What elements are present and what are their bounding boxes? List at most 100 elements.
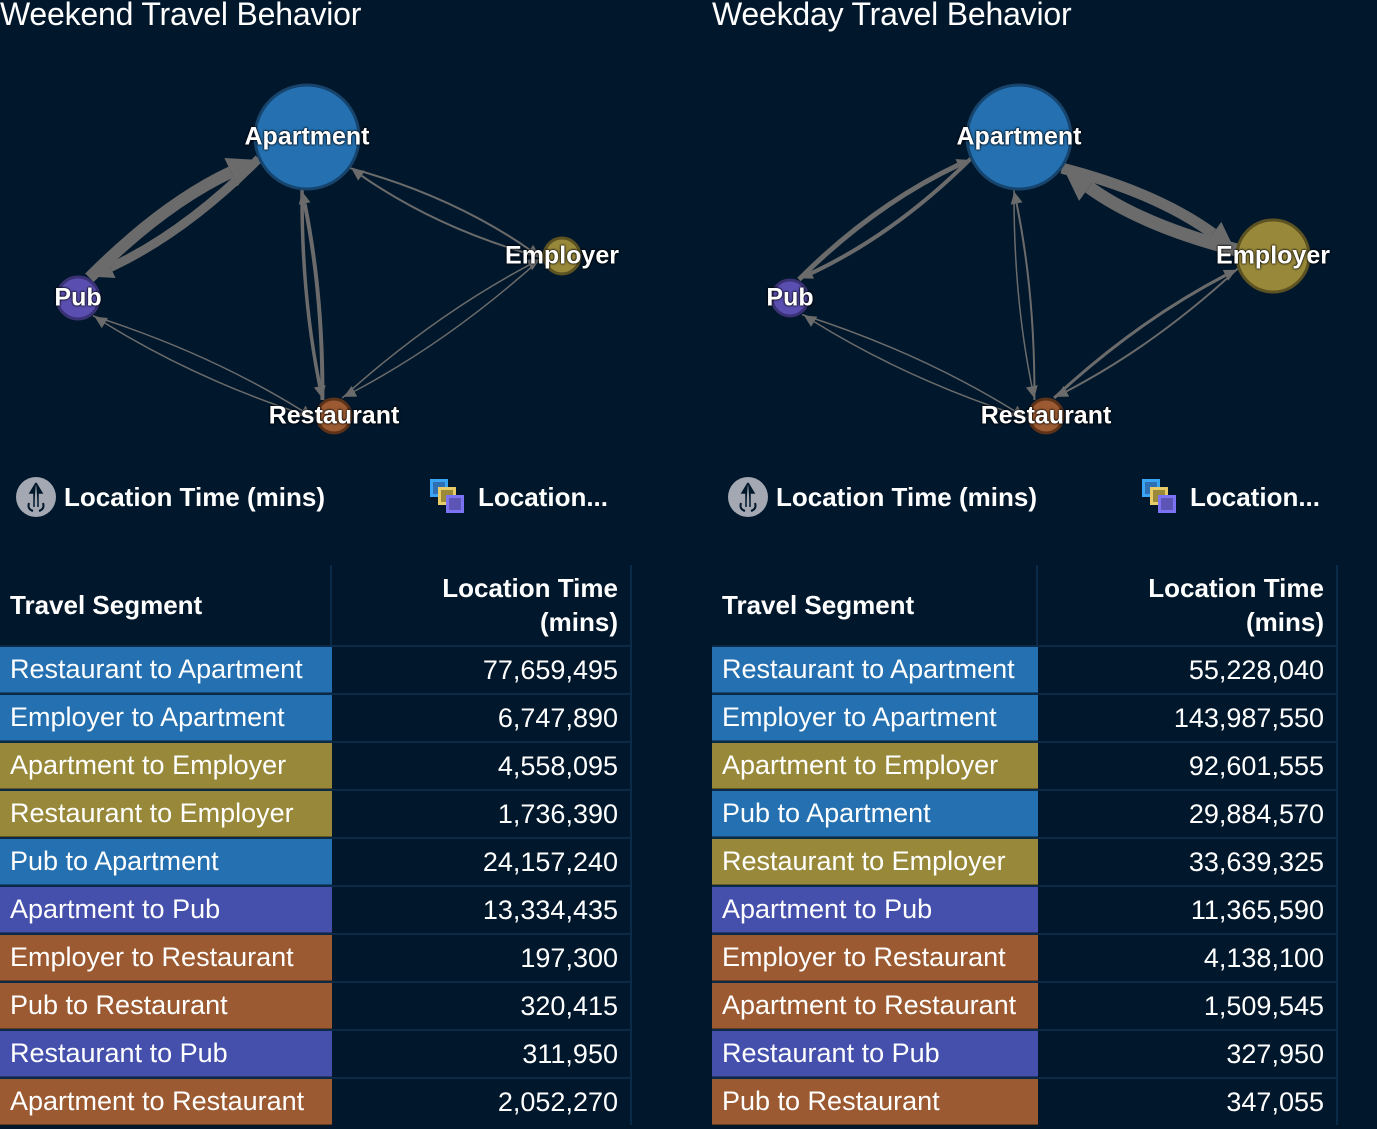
table-row[interactable]: Pub to Restaurant 347,055 bbox=[712, 1077, 1338, 1125]
size-legend-icon bbox=[16, 477, 56, 517]
arrowhead-icon bbox=[803, 315, 818, 327]
header-location-time[interactable]: Location Time (mins) bbox=[332, 565, 632, 645]
table-row[interactable]: Pub to Apartment 29,884,570 bbox=[712, 789, 1338, 837]
graph-canvas bbox=[55, 83, 582, 435]
node-label-employer: Employer bbox=[505, 241, 619, 270]
edge-pub-to-apartment[interactable] bbox=[85, 166, 234, 282]
arrowhead-icon bbox=[298, 191, 311, 205]
edge-apartment-to-restaurant[interactable] bbox=[1013, 189, 1033, 387]
table-row[interactable]: Employer to Apartment 143,987,550 bbox=[712, 693, 1338, 741]
node-employer[interactable] bbox=[1235, 218, 1311, 294]
node-apartment[interactable] bbox=[253, 83, 361, 191]
travel-segment-cell: Employer to Apartment bbox=[0, 695, 332, 741]
table-row[interactable]: Restaurant to Apartment 77,659,495 bbox=[0, 645, 632, 693]
node-apartment[interactable] bbox=[965, 83, 1073, 191]
node-label-apartment: Apartment bbox=[956, 122, 1082, 151]
node-employer[interactable] bbox=[542, 236, 582, 276]
edge-pub-to-restaurant[interactable] bbox=[92, 315, 303, 412]
edge-apartment-to-pub[interactable] bbox=[810, 157, 973, 275]
table-header: Travel Segment Location Time (mins) bbox=[712, 565, 1338, 645]
edge-restaurant-to-employer[interactable] bbox=[1053, 273, 1227, 400]
table-row[interactable]: Restaurant to Pub 327,950 bbox=[712, 1029, 1338, 1077]
node-pub[interactable] bbox=[55, 275, 101, 321]
table-row[interactable]: Apartment to Restaurant 2,052,270 bbox=[0, 1077, 632, 1125]
table-row[interactable]: Employer to Restaurant 4,138,100 bbox=[712, 933, 1338, 981]
edge-employer-to-apartment[interactable] bbox=[360, 174, 542, 259]
arrowhead-icon bbox=[224, 157, 258, 187]
table-row[interactable]: Restaurant to Employer 33,639,325 bbox=[712, 837, 1338, 885]
weekend-title: Weekend Travel Behavior bbox=[0, 0, 362, 32]
table-row[interactable]: Apartment to Pub 13,334,435 bbox=[0, 885, 632, 933]
table-row[interactable]: Employer to Apartment 6,747,890 bbox=[0, 693, 632, 741]
edge-employer-to-apartment[interactable] bbox=[1085, 181, 1238, 257]
location-time-cell: 77,659,495 bbox=[332, 647, 632, 693]
color-legend[interactable]: Location... bbox=[1142, 475, 1320, 519]
weekday-network-graph[interactable]: Apartment Pub Employer Restaurant bbox=[712, 40, 1377, 460]
size-legend-icon bbox=[728, 477, 768, 517]
weekend-network-graph[interactable]: Apartment Pub Employer Restaurant bbox=[0, 40, 700, 460]
header-travel-segment[interactable]: Travel Segment bbox=[0, 565, 332, 645]
node-restaurant[interactable] bbox=[1027, 397, 1065, 435]
edge-restaurant-to-apartment[interactable] bbox=[1015, 203, 1036, 401]
edge-pub-to-restaurant[interactable] bbox=[801, 313, 1015, 412]
location-time-cell: 347,055 bbox=[1038, 1079, 1338, 1125]
header-travel-segment[interactable]: Travel Segment bbox=[712, 565, 1038, 645]
travel-segment-cell: Restaurant to Apartment bbox=[712, 647, 1038, 693]
arrowhead-icon bbox=[1063, 168, 1099, 201]
travel-segment-cell: Apartment to Restaurant bbox=[712, 983, 1038, 1029]
travel-segment-cell: Apartment to Restaurant bbox=[0, 1079, 332, 1125]
arrowhead-icon bbox=[1025, 385, 1038, 399]
travel-segment-cell: Restaurant to Pub bbox=[0, 1031, 332, 1077]
table-row[interactable]: Employer to Restaurant 197,300 bbox=[0, 933, 632, 981]
node-label-apartment: Apartment bbox=[244, 122, 370, 151]
edge-pub-to-apartment[interactable] bbox=[797, 162, 960, 282]
location-time-cell: 2,052,270 bbox=[332, 1079, 632, 1125]
header-location-time[interactable]: Location Time (mins) bbox=[1038, 565, 1338, 645]
travel-segment-cell: Restaurant to Pub bbox=[712, 1031, 1038, 1077]
table-row[interactable]: Pub to Apartment 24,157,240 bbox=[0, 837, 632, 885]
table-row[interactable]: Pub to Restaurant 320,415 bbox=[0, 981, 632, 1029]
location-time-cell: 55,228,040 bbox=[1038, 647, 1338, 693]
edge-employer-to-restaurant[interactable] bbox=[354, 257, 543, 392]
size-legend[interactable]: Location Time (mins) bbox=[16, 475, 325, 519]
node-label-pub: Pub bbox=[54, 283, 102, 312]
location-time-cell: 143,987,550 bbox=[1038, 695, 1338, 741]
edge-restaurant-to-pub[interactable] bbox=[813, 321, 1027, 419]
weekend-table: Travel Segment Location Time (mins) Restau… bbox=[0, 565, 632, 1125]
size-legend-label: Location Time (mins) bbox=[776, 481, 1037, 512]
node-pub[interactable] bbox=[770, 278, 810, 318]
table-row[interactable]: Restaurant to Employer 1,736,390 bbox=[0, 789, 632, 837]
arrowhead-icon bbox=[1222, 269, 1237, 281]
location-time-cell: 13,334,435 bbox=[332, 887, 632, 933]
edge-apartment-to-restaurant[interactable] bbox=[300, 189, 322, 387]
location-time-cell: 4,138,100 bbox=[1038, 935, 1338, 981]
color-legend-label: Location... bbox=[478, 481, 608, 512]
arrowhead-icon bbox=[94, 316, 109, 329]
node-restaurant[interactable] bbox=[315, 397, 353, 435]
edge-employer-to-restaurant[interactable] bbox=[1065, 267, 1239, 393]
table-row[interactable]: Restaurant to Apartment 55,228,040 bbox=[712, 645, 1338, 693]
travel-segment-cell: Restaurant to Employer bbox=[712, 839, 1038, 885]
node-label-pub: Pub bbox=[766, 283, 814, 312]
size-legend[interactable]: Location Time (mins) bbox=[728, 475, 1037, 519]
edge-apartment-to-employer[interactable] bbox=[349, 167, 531, 251]
color-legend-icon bbox=[1142, 477, 1182, 517]
travel-segment-cell: Restaurant to Apartment bbox=[0, 647, 332, 693]
weekday-table: Travel Segment Location Time (mins) Restau… bbox=[712, 565, 1338, 1125]
travel-segment-cell: Pub to Restaurant bbox=[712, 1079, 1038, 1125]
edge-restaurant-to-pub[interactable] bbox=[104, 322, 315, 419]
edge-restaurant-to-employer[interactable] bbox=[341, 264, 530, 399]
location-time-cell: 4,558,095 bbox=[332, 743, 632, 789]
table-row[interactable]: Restaurant to Pub 311,950 bbox=[0, 1029, 632, 1077]
arrowhead-icon bbox=[1010, 191, 1023, 205]
location-time-cell: 311,950 bbox=[332, 1031, 632, 1077]
edge-restaurant-to-apartment[interactable] bbox=[302, 203, 325, 401]
table-row[interactable]: Apartment to Pub 11,365,590 bbox=[712, 885, 1338, 933]
location-time-cell: 327,950 bbox=[1038, 1031, 1338, 1077]
table-row[interactable]: Apartment to Restaurant 1,509,545 bbox=[712, 981, 1338, 1029]
color-legend[interactable]: Location... bbox=[430, 475, 608, 519]
table-row[interactable]: Apartment to Employer 92,601,555 bbox=[712, 741, 1338, 789]
travel-segment-cell: Pub to Apartment bbox=[712, 791, 1038, 837]
table-row[interactable]: Apartment to Employer 4,558,095 bbox=[0, 741, 632, 789]
weekday-legend: Location Time (mins) Location... bbox=[712, 475, 1352, 519]
